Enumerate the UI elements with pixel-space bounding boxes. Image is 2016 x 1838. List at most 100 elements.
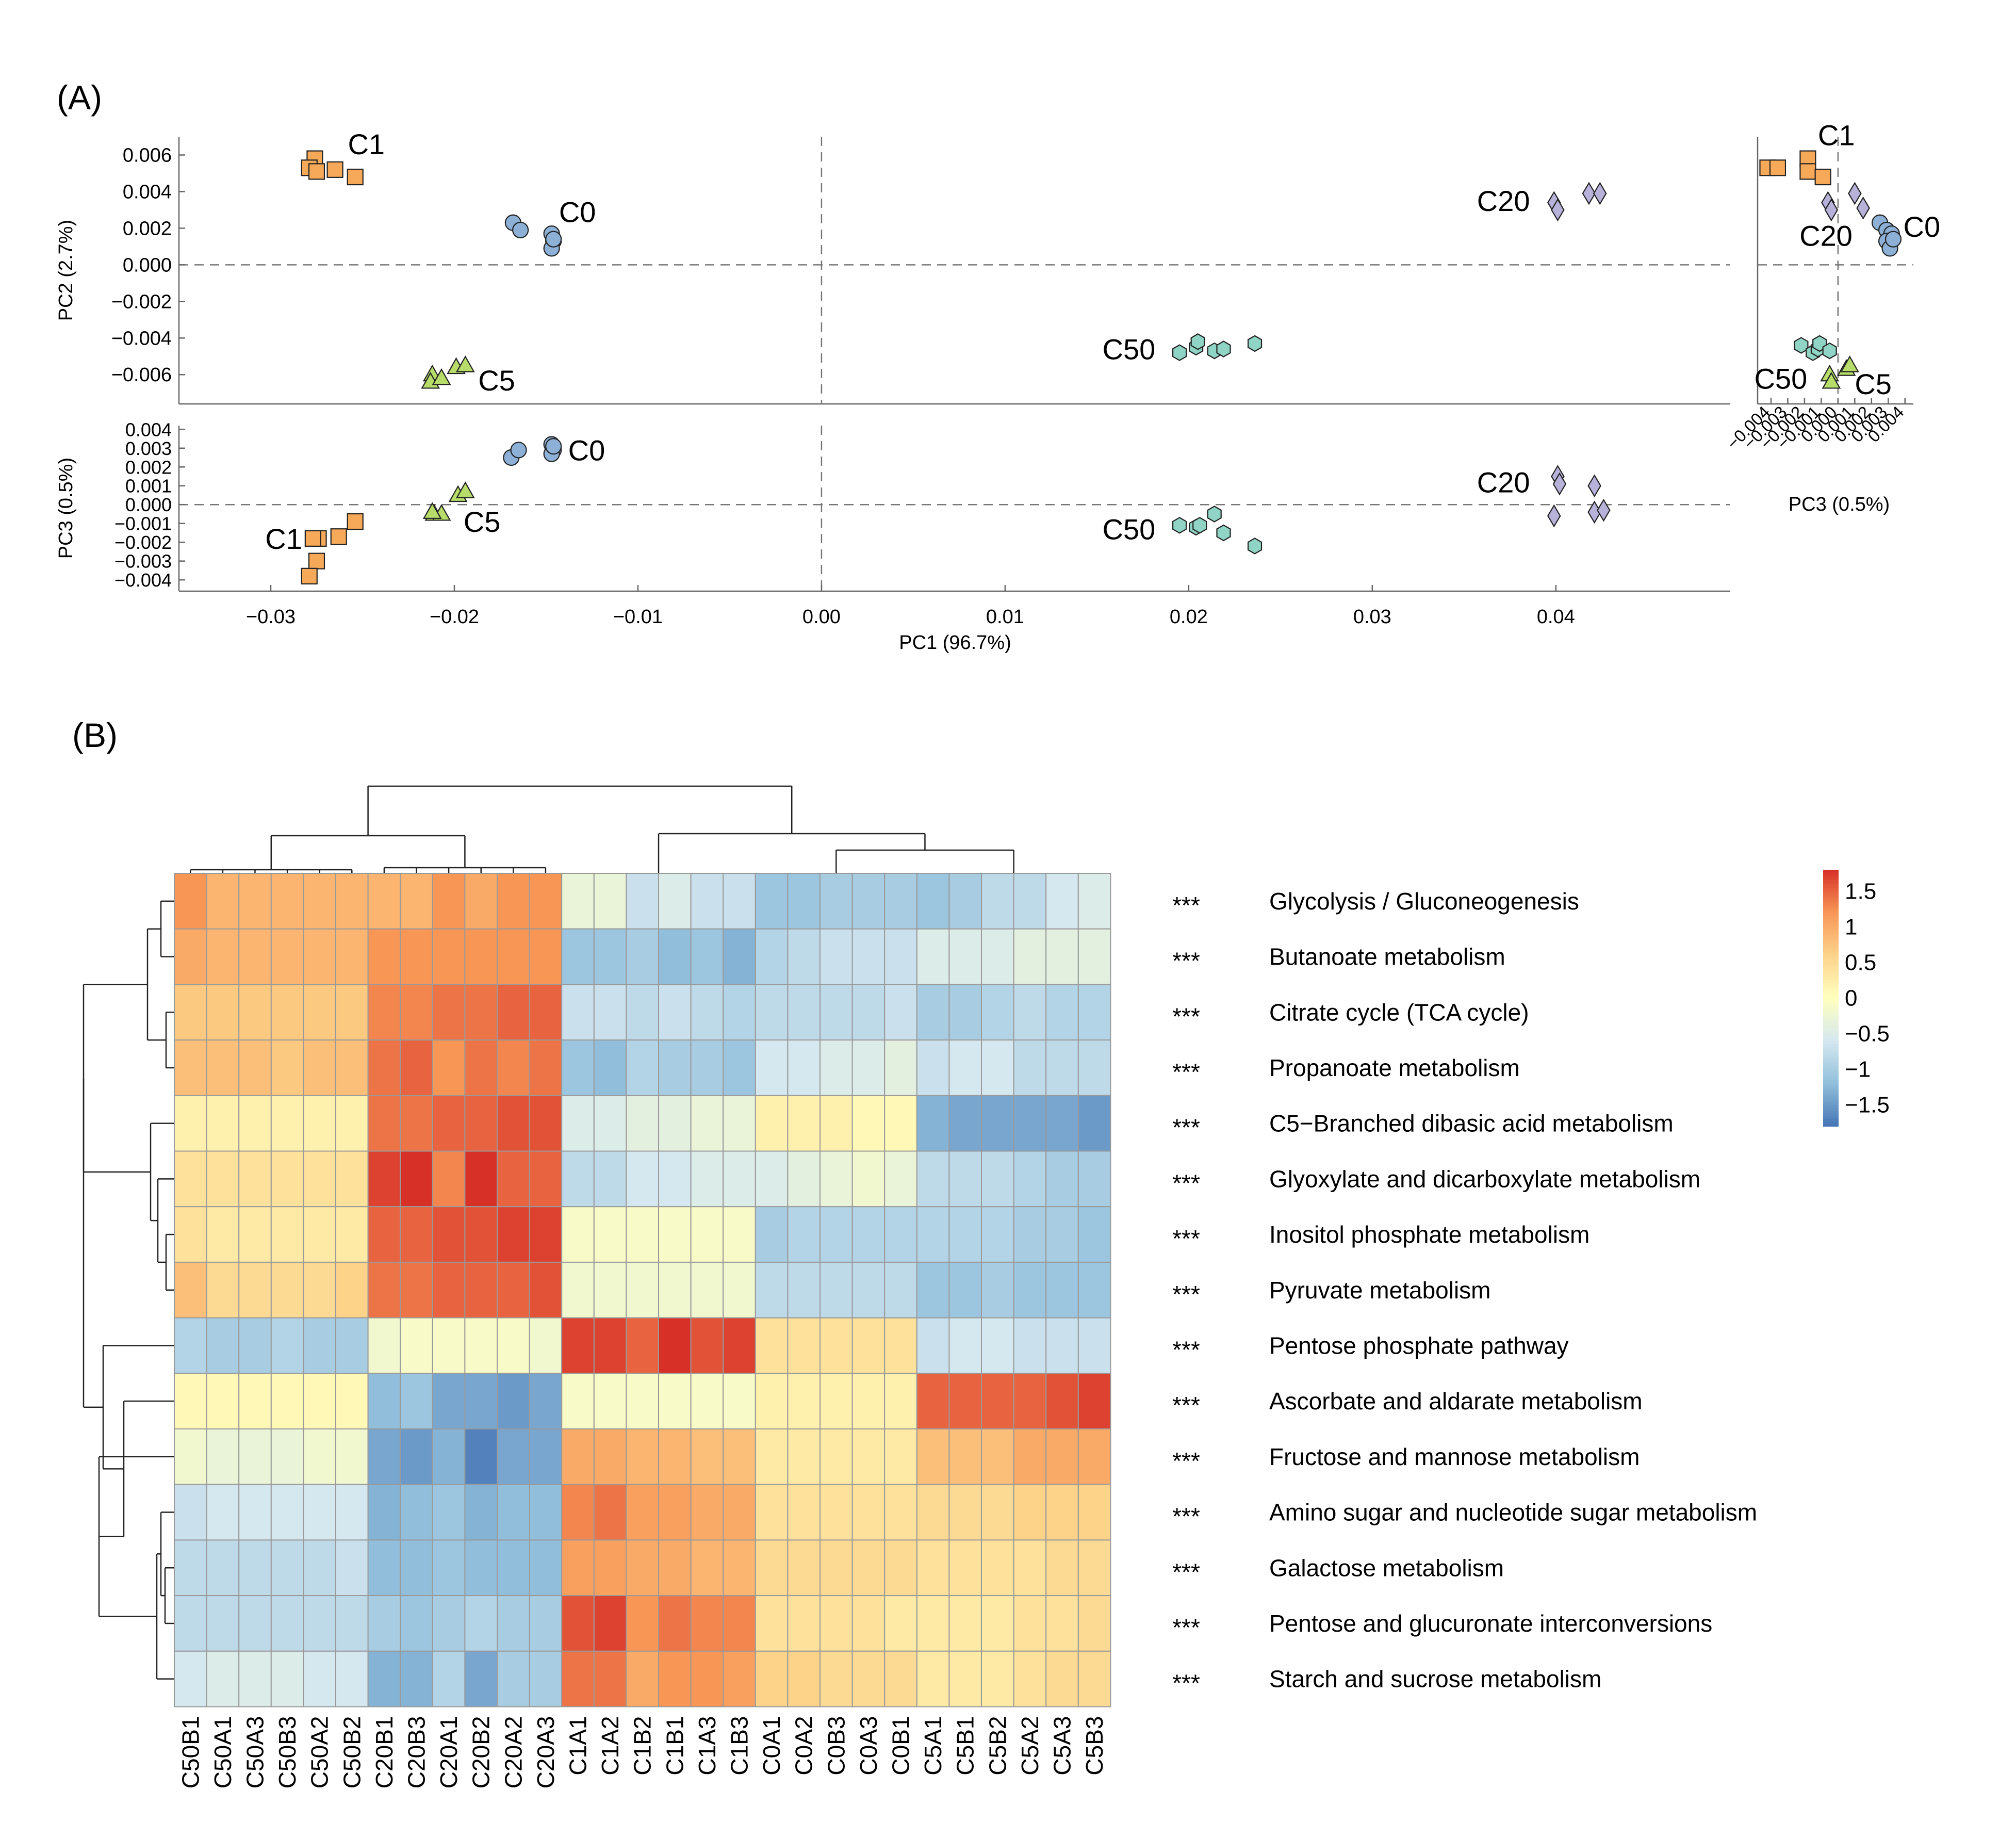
heatmap-cell	[1013, 984, 1047, 1041]
heatmap-cell	[303, 984, 337, 1041]
column-label-c0b1: C0B1	[888, 1716, 914, 1776]
row-label-butanoate-metabolism: Butanoate metabolism	[1269, 944, 1505, 970]
point-c1	[301, 567, 318, 584]
y-tick-label: −0.003	[114, 551, 172, 572]
colorbar-step	[1823, 1003, 1839, 1006]
heatmap-cell	[593, 1039, 627, 1096]
heatmap-cell	[851, 1150, 886, 1208]
group-label-c1: C1	[265, 523, 302, 555]
point-c20	[1547, 504, 1561, 528]
row-label-glycolysis-gluconeogenesis: Glycolysis / Gluconeogenesis	[1269, 888, 1579, 915]
heatmap-cell	[335, 1317, 369, 1374]
colorbar-step	[1823, 1095, 1839, 1099]
colorbar-step	[1823, 977, 1839, 981]
heatmap-cell	[270, 1317, 304, 1374]
heatmap-cell	[819, 1261, 853, 1319]
heatmap-cell	[561, 1206, 595, 1263]
heatmap-cell	[432, 1373, 466, 1430]
colorbar-step	[1823, 969, 1839, 973]
heatmap-cell	[819, 1484, 853, 1541]
heatmap-cell	[916, 1095, 950, 1152]
heatmap-cell	[529, 873, 563, 930]
heatmap-cell	[851, 1428, 886, 1485]
heatmap-cell	[335, 1595, 369, 1652]
heatmap-cell	[1013, 1317, 1047, 1374]
heatmap-cell	[916, 1484, 950, 1541]
heatmap-cell	[1045, 1595, 1079, 1652]
heatmap-cell	[755, 873, 789, 930]
heatmap-cell	[755, 928, 789, 985]
heatmap-cell	[464, 984, 498, 1041]
heatmap-cell	[1045, 1484, 1079, 1541]
heatmap-cell	[787, 1206, 821, 1263]
colorbar-step	[1823, 959, 1839, 963]
series-c0: C0	[503, 434, 605, 466]
colorbar-step	[1823, 1046, 1839, 1050]
heatmap-cell	[948, 1095, 982, 1152]
heatmap-cell	[561, 1428, 595, 1485]
heatmap-cell	[916, 1039, 950, 1096]
heatmap-cell	[238, 1539, 272, 1597]
series-c20: C20	[1799, 182, 1870, 252]
colorbar-tick-label: 0	[1845, 986, 1857, 1011]
heatmap-cell	[690, 1484, 724, 1541]
heatmap-cell	[367, 1039, 401, 1096]
colorbar-step	[1823, 1062, 1839, 1065]
series-c50: C50	[1103, 333, 1263, 366]
heatmap-cell	[529, 984, 563, 1041]
colorbar-step	[1823, 985, 1839, 988]
heatmap-cell	[851, 928, 886, 985]
heatmap-cell	[238, 1261, 272, 1319]
heatmap-cell	[270, 1261, 304, 1319]
heatmap-cell	[497, 1595, 530, 1652]
heatmap-cell	[948, 1539, 982, 1597]
heatmap-cell	[690, 1428, 724, 1485]
heatmap-cell	[367, 1373, 401, 1430]
heatmap-cell	[206, 1206, 240, 1263]
heatmap-cell	[238, 1428, 272, 1485]
colorbar-step	[1823, 913, 1839, 917]
heatmap-cell	[723, 1595, 756, 1652]
heatmap-cell	[270, 1484, 304, 1541]
group-label-c5: C5	[464, 506, 501, 538]
heatmap-cell	[561, 984, 595, 1041]
point-c20	[1552, 472, 1567, 496]
colorbar-step	[1823, 967, 1839, 970]
point-c5	[455, 355, 475, 372]
heatmap-cell	[690, 1095, 724, 1152]
heatmap-cell	[335, 1039, 369, 1096]
colorbar-step	[1823, 952, 1839, 955]
heatmap-cell	[1045, 1428, 1079, 1485]
point-c5	[432, 368, 451, 385]
point-c20	[1587, 474, 1601, 498]
colorbar-step	[1823, 1023, 1839, 1027]
heatmap-cell	[432, 1095, 466, 1152]
heatmap-cell	[690, 1373, 724, 1430]
heatmap-cell	[432, 1650, 466, 1707]
row-label-pyruvate-metabolism: Pyruvate metabolism	[1269, 1277, 1491, 1304]
heatmap-cell	[303, 1373, 337, 1430]
heatmap-cell	[593, 1595, 627, 1652]
heatmap-cell	[851, 984, 886, 1041]
heatmap-cell	[787, 1095, 821, 1152]
colorbar-step	[1823, 944, 1839, 948]
heatmap-cell	[432, 1595, 466, 1652]
heatmap-cell	[851, 1261, 886, 1319]
heatmap-cell	[497, 1261, 530, 1319]
heatmap-cell	[916, 873, 950, 930]
heatmap-cell	[787, 1039, 821, 1096]
heatmap-cell	[626, 1373, 660, 1430]
colorbar-tick-label: 0.5	[1845, 950, 1876, 975]
point-c20	[1582, 182, 1596, 205]
heatmap-cell	[723, 984, 756, 1041]
heatmap: *** Glycolysis / Gluconeogenesis *** Butano…	[83, 785, 1890, 1788]
heatmap-cell	[238, 1650, 272, 1707]
heatmap-cell	[367, 928, 401, 985]
column-label-c1b1: C1B1	[661, 1716, 688, 1776]
heatmap-cell	[464, 873, 498, 930]
colorbar-step	[1823, 1034, 1839, 1037]
point-c20	[1551, 198, 1565, 222]
heatmap-cell	[497, 1539, 530, 1597]
heatmap-cell	[658, 1428, 692, 1485]
heatmap-cell	[1077, 1261, 1111, 1319]
